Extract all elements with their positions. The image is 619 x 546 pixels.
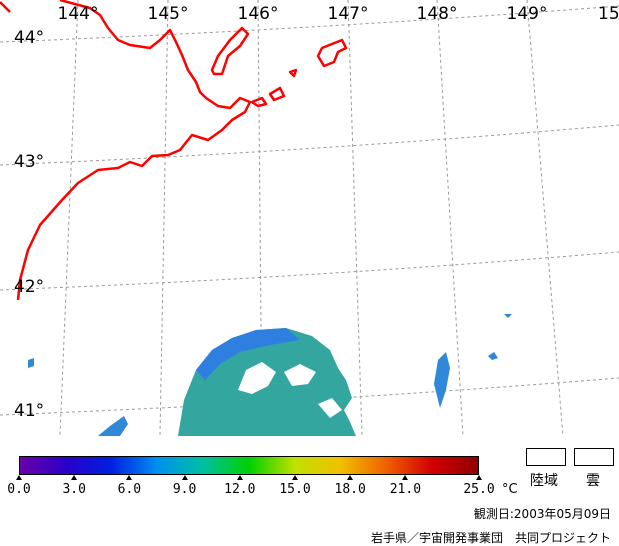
colorbar-tick-label: 25.0 [463, 482, 495, 497]
lat-line-41 [0, 377, 619, 416]
lat-label-41: 41° [14, 401, 44, 421]
lat-label-43: 43° [14, 152, 44, 172]
lon-line-148 [436, 0, 464, 436]
colorbar-tick-mark [236, 475, 243, 480]
lon-label-148: 148° [417, 4, 458, 24]
sst-warm-patch [196, 328, 300, 380]
sst-cloud-hole-2 [284, 364, 316, 386]
lon-line-147 [347, 0, 363, 436]
lon-line-146 [257, 0, 263, 436]
lat-line-42 [0, 251, 619, 291]
colorbar-tick-mark [347, 475, 354, 480]
lon-label-144: 144° [58, 4, 99, 24]
lon-label-150: 15 [598, 4, 619, 24]
sst-cloud-hole-1 [238, 362, 276, 394]
credit-text: 岩手県／宇宙開発事業団 共同プロジェクト [370, 531, 611, 545]
sst-speck-2 [488, 352, 498, 360]
lat-label-44: 44° [14, 28, 44, 48]
colorbar-unit: °C [502, 482, 518, 497]
lon-line-145 [159, 0, 169, 436]
colorbar-tick-mark [71, 475, 78, 480]
colorbar-tick-mark [126, 475, 133, 480]
graticule-grid [0, 0, 619, 436]
lat-label-42: 42° [14, 277, 44, 297]
sst-speck-3 [504, 314, 512, 318]
sst-patch-west [98, 416, 128, 436]
colorbar-tick-label: 9.0 [172, 482, 197, 497]
temperature-colorbar [19, 456, 479, 475]
sst-speck-1 [28, 358, 34, 368]
lon-label-146: 146° [238, 4, 279, 24]
sst-cloud-hole-3 [318, 398, 342, 418]
sea-surface-temperature-map: 144° 145° 146° 147° 148° 149° 15 44° 43°… [0, 0, 619, 436]
colorbar-tick-mark [476, 475, 482, 480]
lon-label-145: 145° [148, 4, 189, 24]
lat-line-43 [0, 124, 619, 166]
lon-line-149 [526, 0, 564, 436]
land-legend-label: 陸域 [530, 473, 558, 489]
colorbar-tick-label: 12.0 [224, 482, 256, 497]
sea-surface-temperature-field [28, 314, 512, 436]
lat-line-44 [0, 5, 619, 43]
colorbar-tick-mark [181, 475, 188, 480]
colorbar-tick-mark [292, 475, 298, 480]
colorbar-tick-mark [16, 475, 22, 480]
sst-patch-east [434, 352, 450, 408]
kunashir-island [210, 26, 250, 76]
colorbar-tick-mark [402, 475, 409, 480]
colorbar-tick-label: 0.0 [7, 482, 31, 497]
colorbar-tick-label: 6.0 [117, 482, 142, 497]
lon-label-149: 149° [507, 4, 548, 24]
colorbar-tick-label: 21.0 [389, 482, 422, 497]
lon-label-147: 147° [328, 4, 369, 24]
habomai-islands [250, 86, 286, 108]
shikotan-island [316, 38, 348, 68]
shiretoko-peninsula [0, 1, 11, 13]
colorbar-tick-label: 18.0 [334, 482, 366, 497]
colorbar-tick-label: 15.0 [279, 482, 311, 497]
hokkaido-coast [16, 0, 252, 301]
cloud-legend-label: 雲 [586, 473, 600, 489]
lon-line-144 [59, 0, 79, 436]
colorbar-tick-label: 3.0 [62, 482, 86, 497]
observation-date: 観測日:2003年05月09日 [473, 507, 611, 521]
coastline [0, 0, 348, 301]
coordinate-labels: 144° 145° 146° 147° 148° 149° 15 44° 43°… [14, 4, 619, 421]
cloud-legend-swatch [574, 448, 614, 466]
small-islet [288, 68, 298, 78]
land-legend-swatch [526, 448, 566, 466]
